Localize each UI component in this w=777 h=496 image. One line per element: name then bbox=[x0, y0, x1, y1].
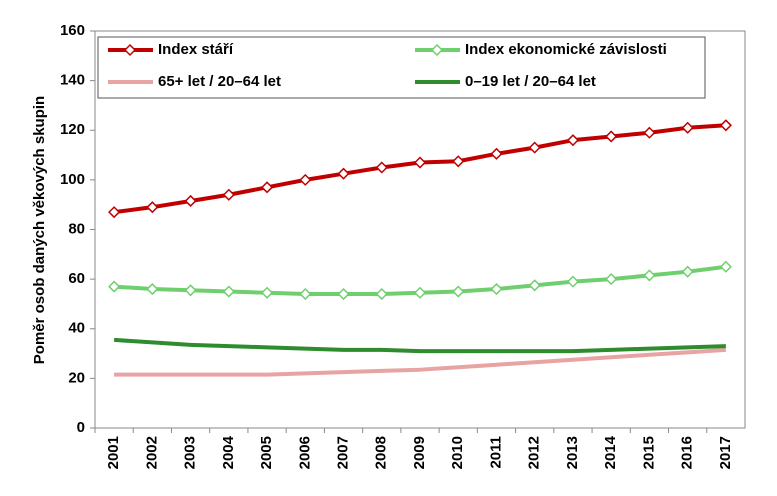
point-marker bbox=[375, 287, 388, 301]
y-tick-label: 100 bbox=[60, 171, 85, 188]
point-marker bbox=[413, 286, 427, 299]
legend-marker bbox=[430, 43, 444, 57]
x-tick-label: 2001 bbox=[105, 436, 122, 469]
x-tick-label: 2010 bbox=[449, 436, 466, 469]
point-marker bbox=[299, 173, 312, 186]
point-marker bbox=[260, 181, 274, 194]
y-tick-label: 60 bbox=[68, 270, 85, 287]
legend-box bbox=[97, 36, 706, 99]
legend-marker bbox=[123, 43, 137, 57]
x-tick-label: 2007 bbox=[334, 436, 351, 469]
x-tick-label: 2014 bbox=[602, 435, 619, 469]
point-marker bbox=[490, 147, 503, 160]
legend-label: 65+ let / 20–64 let bbox=[158, 73, 281, 90]
point-marker bbox=[413, 156, 427, 169]
x-tick-label: 2015 bbox=[640, 436, 657, 469]
point-marker bbox=[222, 285, 235, 298]
x-tick-label: 2005 bbox=[258, 436, 275, 469]
y-tick-label: 120 bbox=[60, 121, 85, 138]
point-marker bbox=[337, 287, 350, 301]
point-marker bbox=[719, 260, 732, 273]
y-tick-label: 20 bbox=[68, 369, 85, 386]
y-tick-label: 140 bbox=[60, 72, 85, 89]
point-marker bbox=[146, 201, 159, 214]
x-tick-label: 2009 bbox=[411, 436, 428, 469]
point-marker bbox=[222, 188, 235, 201]
x-tick-label: 2006 bbox=[296, 436, 313, 469]
point-marker bbox=[490, 282, 503, 296]
point-marker bbox=[108, 206, 121, 219]
legend-label: Index stáří bbox=[158, 41, 234, 58]
point-marker bbox=[260, 286, 274, 299]
point-marker bbox=[299, 287, 312, 301]
y-tick-label: 160 bbox=[60, 22, 85, 39]
y-tick-label: 0 bbox=[77, 419, 85, 436]
point-marker bbox=[566, 275, 580, 288]
point-marker bbox=[643, 126, 656, 139]
point-marker bbox=[566, 134, 580, 147]
x-tick-label: 2017 bbox=[717, 436, 734, 469]
y-tick-label: 40 bbox=[68, 320, 85, 337]
point-marker bbox=[528, 279, 541, 292]
series-line bbox=[113, 337, 726, 354]
point-marker bbox=[605, 273, 618, 286]
point-marker bbox=[605, 130, 618, 143]
x-tick-label: 2002 bbox=[143, 436, 160, 469]
point-marker bbox=[452, 285, 465, 298]
point-marker bbox=[452, 155, 465, 168]
x-tick-label: 2012 bbox=[526, 436, 543, 469]
x-tick-label: 2004 bbox=[220, 435, 237, 469]
series-line bbox=[114, 347, 727, 377]
point-marker bbox=[108, 280, 121, 293]
point-marker bbox=[528, 141, 541, 154]
point-marker bbox=[681, 265, 694, 278]
point-marker bbox=[184, 194, 197, 208]
point-marker bbox=[681, 121, 694, 134]
point-marker bbox=[146, 282, 159, 296]
x-tick-label: 2013 bbox=[564, 436, 581, 469]
point-marker bbox=[719, 119, 732, 132]
point-marker bbox=[375, 161, 388, 174]
series-line bbox=[113, 123, 727, 215]
x-tick-label: 2011 bbox=[487, 436, 504, 469]
x-tick-label: 2008 bbox=[373, 436, 390, 469]
x-tick-label: 2016 bbox=[679, 436, 696, 469]
point-marker bbox=[643, 269, 656, 282]
point-marker bbox=[337, 167, 350, 180]
y-axis-label: Poměr osob daných věkových skupin bbox=[31, 96, 48, 364]
legend-label: Index ekonomické závislosti bbox=[465, 41, 667, 58]
legend-label: 0–19 let / 20–64 let bbox=[465, 73, 596, 90]
y-tick-label: 80 bbox=[68, 220, 85, 237]
x-tick-label: 2003 bbox=[182, 436, 199, 469]
point-marker bbox=[184, 284, 197, 297]
